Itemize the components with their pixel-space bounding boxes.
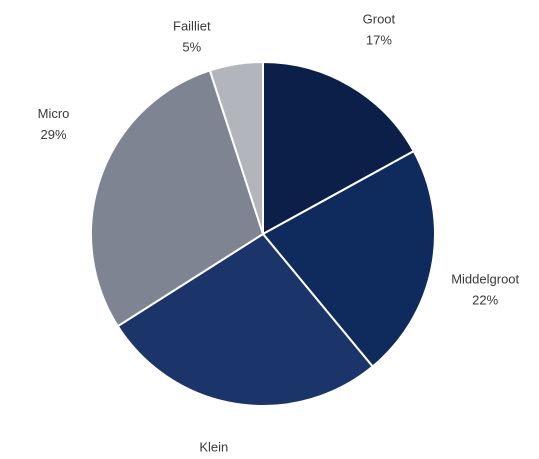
slice-value-middelgroot: 22% <box>472 293 498 308</box>
pie-slices <box>90 60 436 407</box>
pie-slice-klein <box>116 232 375 407</box>
slice-value-micro: 29% <box>40 127 66 142</box>
pie-slice-micro <box>90 69 265 328</box>
pie-slice-failliet <box>208 60 264 235</box>
pie-slice-middelgroot <box>261 149 436 368</box>
slice-value-failliet: 5% <box>182 40 201 55</box>
slice-value-groot: 17% <box>366 33 392 48</box>
slice-label-failliet: Failliet <box>173 19 211 34</box>
pie-labels: Groot17%Middelgroot22%Klein27%Micro29%Fa… <box>38 12 520 455</box>
slice-label-middelgroot: Middelgroot <box>451 272 519 287</box>
slice-label-klein: Klein <box>199 439 228 454</box>
slice-label-micro: Micro <box>38 106 70 121</box>
pie-slice-groot <box>262 60 416 236</box>
slice-label-groot: Groot <box>363 12 396 27</box>
